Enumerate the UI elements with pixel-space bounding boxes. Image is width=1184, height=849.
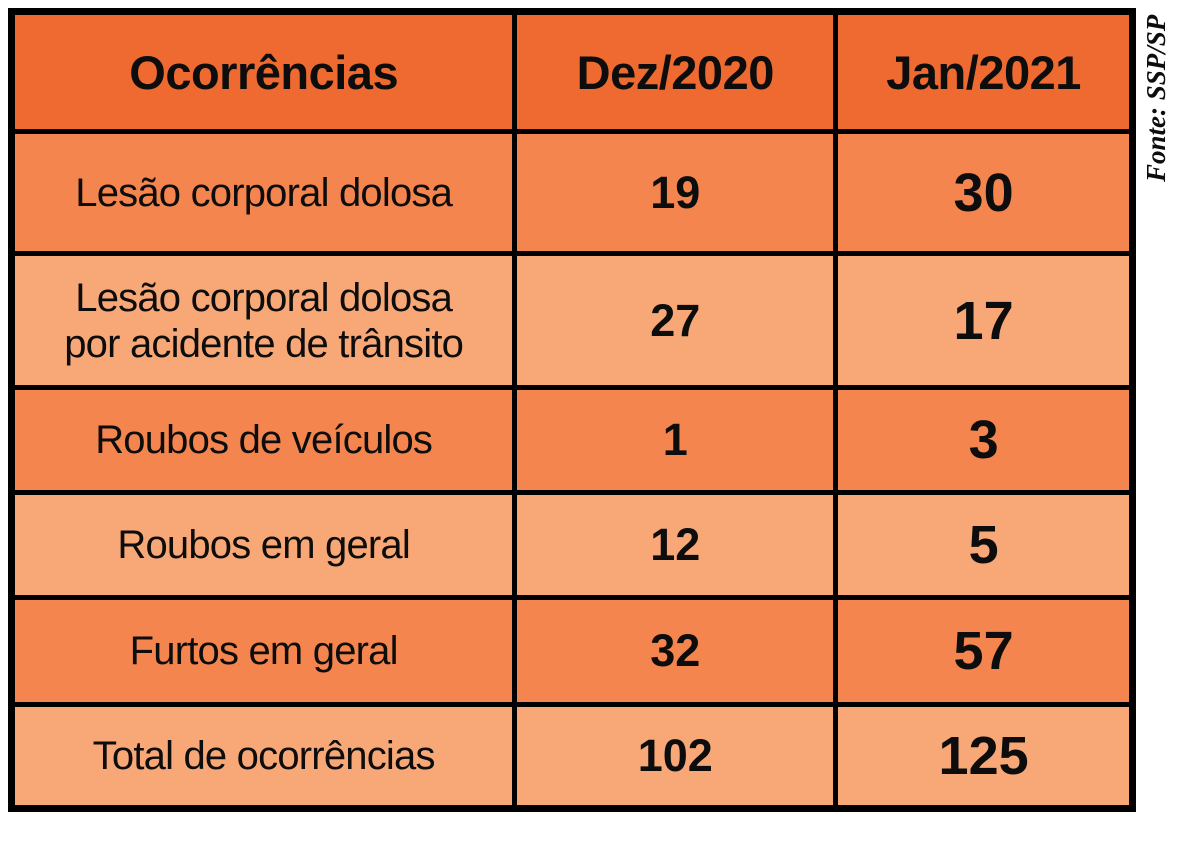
jan-2021-value-cell: 5 xyxy=(833,490,1135,600)
table-row: Lesão corporal dolosa por acidente de tr… xyxy=(8,251,1135,390)
table-header: Ocorrências Dez/2020 Jan/2021 xyxy=(8,9,1135,134)
column-header-jan-2021: Jan/2021 xyxy=(833,9,1135,134)
table-row: Furtos em geral 32 57 xyxy=(8,595,1135,707)
jan-2021-value-cell: 3 xyxy=(833,385,1135,495)
table-row: Lesão corporal dolosa 19 30 xyxy=(8,129,1135,256)
row-label-cell: Roubos de veículos xyxy=(8,385,518,495)
source-note: Fonte: SSP/SP xyxy=(1141,14,1171,182)
dez-2020-value-cell: 19 xyxy=(512,129,839,256)
table-body: Lesão corporal dolosa 19 30 Lesão corporal … xyxy=(8,129,1135,811)
row-label-cell: Total de ocorrências xyxy=(8,702,518,811)
occurrences-table: Ocorrências Dez/2020 Jan/2021 Lesão corp… xyxy=(8,8,1136,812)
column-header-ocorrencias: Ocorrências xyxy=(8,9,518,134)
row-label-cell: Furtos em geral xyxy=(8,595,518,707)
table-row: Roubos em geral 12 5 xyxy=(8,490,1135,600)
dez-2020-value-cell: 1 xyxy=(512,385,839,495)
column-header-dez-2020: Dez/2020 xyxy=(512,9,839,134)
row-label-cell: Lesão corporal dolosa por acidente de tr… xyxy=(8,251,518,390)
jan-2021-value-cell: 30 xyxy=(833,129,1135,256)
jan-2021-value-cell: 17 xyxy=(833,251,1135,390)
jan-2021-value-cell: 125 xyxy=(833,702,1135,811)
dez-2020-value-cell: 27 xyxy=(512,251,839,390)
dez-2020-value-cell: 12 xyxy=(512,490,839,600)
header-row: Ocorrências Dez/2020 Jan/2021 xyxy=(8,9,1135,134)
dez-2020-value-cell: 102 xyxy=(512,702,839,811)
row-label-cell: Lesão corporal dolosa xyxy=(8,129,518,256)
dez-2020-value-cell: 32 xyxy=(512,595,839,707)
row-label-cell: Roubos em geral xyxy=(8,490,518,600)
table-row: Total de ocorrências 102 125 xyxy=(8,702,1135,811)
jan-2021-value-cell: 57 xyxy=(833,595,1135,707)
table-row: Roubos de veículos 1 3 xyxy=(8,385,1135,495)
